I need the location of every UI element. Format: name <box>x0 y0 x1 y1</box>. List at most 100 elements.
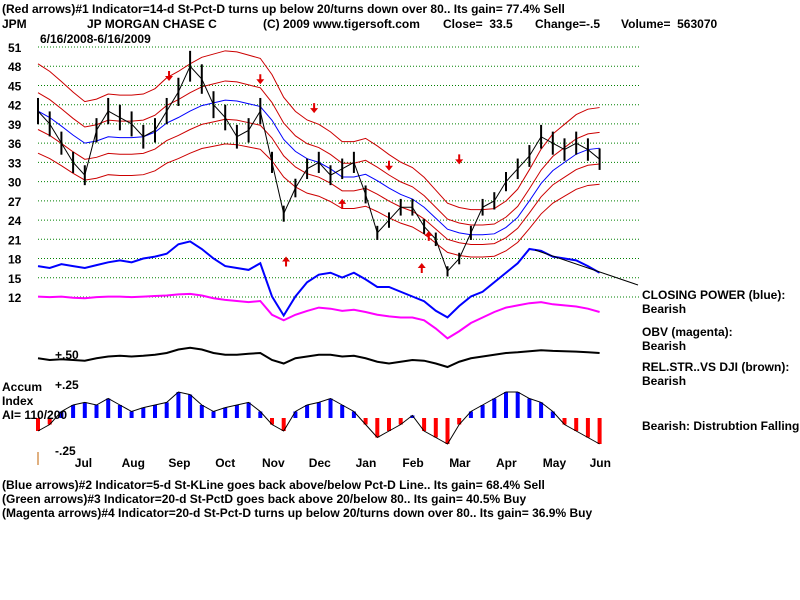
ai-tick-plus25: +.25 <box>55 378 79 392</box>
y-tick-label: 33 <box>8 156 22 170</box>
x-tick-label: Sep <box>168 456 190 470</box>
obv-status: Bearish <box>642 339 687 353</box>
accum-bar <box>445 418 450 444</box>
x-tick-label: Aug <box>122 456 145 470</box>
accum-bar <box>410 415 415 418</box>
ai-tick-plus50: +.50 <box>55 348 79 362</box>
obv-label: OBV (magenta): <box>642 325 733 339</box>
accum-bar <box>153 405 157 418</box>
y-tick-label: 36 <box>8 137 22 151</box>
obv-line <box>37 292 600 340</box>
y-tick-label: 15 <box>8 272 22 286</box>
accum-bar <box>316 402 321 418</box>
inner-lower-band <box>37 118 600 245</box>
y-tick-label: 42 <box>8 99 22 113</box>
x-tick-label: Oct <box>215 456 235 470</box>
buy-arrow <box>417 262 426 273</box>
accum-bar <box>492 398 497 418</box>
x-tick-label: Apr <box>496 456 517 470</box>
accum-bar <box>47 418 52 425</box>
accum-bar <box>305 405 310 418</box>
index-label: Index <box>2 394 34 408</box>
accum-label: Accum <box>2 380 43 394</box>
y-tick-label: 12 <box>8 291 22 305</box>
y-tick-label: 27 <box>8 195 22 209</box>
date-range: 6/16/2008-6/16/2009 <box>40 32 151 46</box>
accum-bar <box>457 418 462 425</box>
sell-arrow <box>256 74 265 85</box>
accum-bar <box>59 411 64 418</box>
y-tick-label: 18 <box>8 253 22 267</box>
relstr-line <box>37 346 600 369</box>
x-tick-label: Jan <box>356 456 377 470</box>
accum-bar <box>433 418 438 438</box>
accum-bar <box>398 418 403 425</box>
x-tick-label: Dec <box>309 456 331 470</box>
accum-bar <box>515 392 520 418</box>
accum-line <box>37 391 600 445</box>
accum-bar <box>211 411 216 418</box>
accum-bar <box>234 405 239 418</box>
accum-bar <box>504 392 508 418</box>
accum-bar <box>363 418 368 425</box>
buy-arrow <box>424 230 433 241</box>
change-value: Change=-.5 <box>535 17 601 31</box>
ticker: JPM <box>2 17 27 31</box>
cp-status: Bearish <box>642 302 687 316</box>
y-tick-label: 45 <box>8 79 22 93</box>
upper-band <box>37 50 600 211</box>
accum-bar <box>270 418 274 425</box>
accum-bar <box>117 405 122 418</box>
accum-bar <box>106 398 111 418</box>
sell-arrow <box>385 160 393 171</box>
ai-tick-minus25: -.25 <box>55 444 76 458</box>
accum-bar <box>188 394 193 418</box>
price-line <box>37 65 600 273</box>
y-tick-label: 39 <box>8 118 22 132</box>
accum-bar <box>281 418 286 431</box>
accum-bar <box>164 402 169 418</box>
x-tick-label: Jun <box>590 456 611 470</box>
accum-bar <box>585 418 590 438</box>
accum-bar <box>597 418 602 444</box>
close-value: Close= 33.5 <box>443 17 513 31</box>
accum-bar <box>539 402 544 418</box>
copyright: (C) 2009 www.tigersoft.com <box>263 17 420 31</box>
relstr-label: REL.STR..VS DJI (brown): <box>642 360 790 374</box>
accum-bar <box>129 411 134 418</box>
closing-power-line <box>37 240 601 319</box>
accum-bar <box>340 405 345 418</box>
x-tick-label: Feb <box>402 456 423 470</box>
closing-power-trendline <box>534 249 639 286</box>
sell-arrow <box>455 154 464 165</box>
accum-bar <box>387 418 391 431</box>
y-tick-label: 30 <box>8 176 22 190</box>
relstr-status: Bearish <box>642 374 687 388</box>
accum-bar <box>422 418 427 431</box>
y-tick-label: 21 <box>8 233 22 247</box>
y-tick-label: 51 <box>8 41 22 55</box>
accum-bar <box>223 407 228 418</box>
accum-bar <box>176 392 181 418</box>
accum-bar <box>562 418 567 425</box>
x-tick-label: May <box>543 456 567 470</box>
accum-bar <box>258 411 263 418</box>
x-tick-label: Nov <box>262 456 285 470</box>
lower-band <box>37 143 600 258</box>
accum-bar <box>246 402 251 418</box>
blue-arrows-legend: (Blue arrows)#2 Indicator=5-d St-KLine g… <box>2 478 545 492</box>
x-tick-label: Jul <box>75 456 92 470</box>
accum-bar <box>71 405 76 418</box>
accum-bar <box>141 407 146 418</box>
accum-bar <box>94 405 99 418</box>
ai-value: AI= 110/200 <box>2 408 68 422</box>
accum-bar <box>480 405 485 418</box>
y-tick-label: 24 <box>8 214 22 228</box>
magenta-arrows-legend: (Magenta arrows)#4 Indicator=20-d St-Pct… <box>2 506 593 520</box>
accum-bar <box>527 398 532 418</box>
accum-bar <box>351 411 356 418</box>
accum-bar <box>550 411 555 418</box>
ai-status: Bearish: Distrubtion Falling. <box>642 419 800 433</box>
